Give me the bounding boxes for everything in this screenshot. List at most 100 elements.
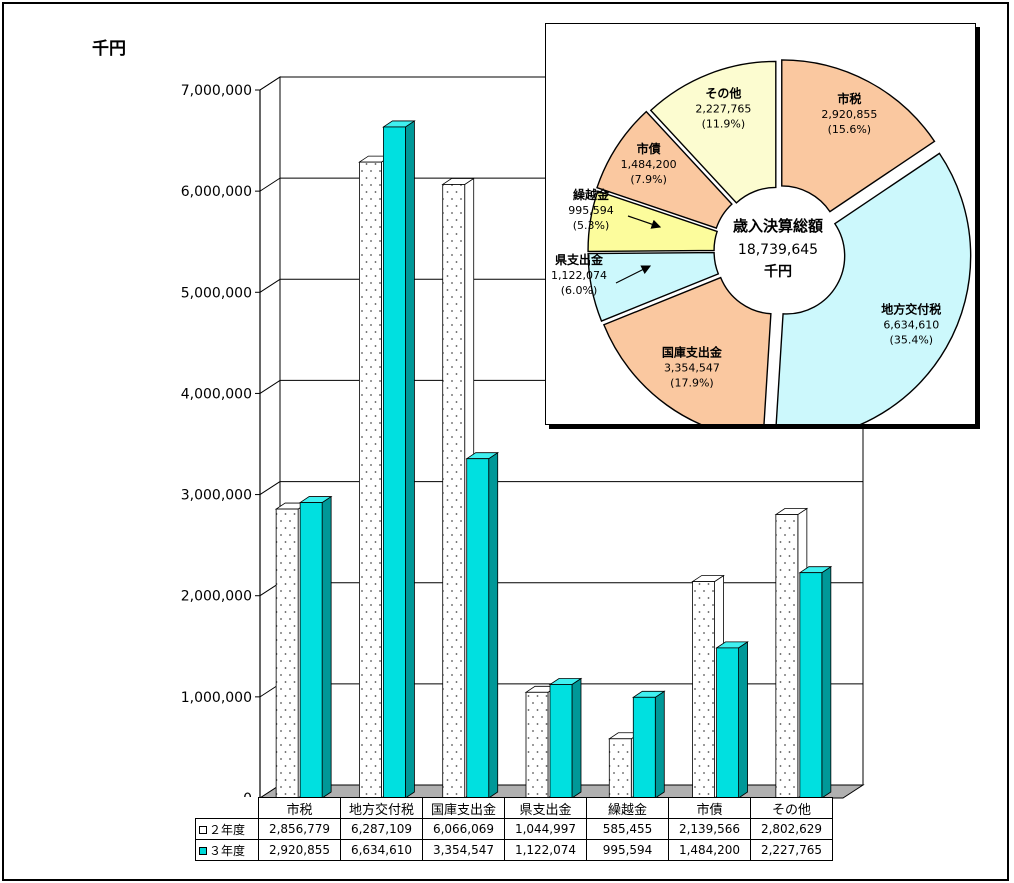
bar-県支出金-series-2 xyxy=(549,684,573,799)
series-1-legend: ２年度 xyxy=(195,818,259,840)
pie-label-市債: 市債 xyxy=(637,141,661,156)
pie-leader-県支出金 xyxy=(615,265,652,284)
pie-center-value: 18,739,645 xyxy=(738,242,818,258)
bar-市債-series-2 xyxy=(716,647,739,799)
category-label: 市債 xyxy=(668,797,751,819)
pie-pct-text-市債: (7.9%) xyxy=(630,173,667,186)
pie-chart-panel: 市税 2,920,855 (15.6%) 地方交付税 6,634,610 (35.4%) 国… xyxy=(545,23,976,425)
category-label: 地方交付税 xyxy=(340,797,423,819)
bar-地方交付税-series-2-side xyxy=(405,120,415,799)
pie-value-text-国庫支出金: 3,354,547 xyxy=(664,361,720,374)
pie-label-市税: 市税 xyxy=(837,91,861,106)
gridline-side xyxy=(259,177,281,192)
pie-slice-県支出金 xyxy=(587,251,720,322)
pie-chart: 市税 2,920,855 (15.6%) 地方交付税 6,634,610 (35.4%) 国… xyxy=(551,59,972,424)
pie-pct-text-県支出金: (6.0%) xyxy=(561,284,598,297)
pie-pct-text-国庫支出金: (17.9%) xyxy=(670,376,714,389)
bar-国庫支出金-series-2 xyxy=(466,458,490,799)
data-table-row-series-2: ３年度 2,920,855 6,634,610 3,354,547 1,122,074… xyxy=(195,839,833,861)
y-tick-label: 5,000,000 xyxy=(181,285,252,301)
pie-leader-繰越金 xyxy=(627,215,662,229)
pie-labels: 市税 2,920,855 (15.6%) 地方交付税 6,634,610 (35.4%) 国… xyxy=(551,86,941,390)
bar-国庫支出金-series-1 xyxy=(442,184,466,799)
category-label: 繰越金 xyxy=(586,797,669,819)
data-label-series-2: 2,920,855 xyxy=(258,839,341,861)
y-axis-unit-label: 千円 xyxy=(92,39,126,59)
bar-県支出金-series-2-side xyxy=(571,677,582,799)
bar-繰越金-series-1 xyxy=(608,738,632,799)
y-tick-label: 7,000,000 xyxy=(181,83,252,99)
y-tick-label: 4,000,000 xyxy=(181,386,252,402)
bar-その他-series-2-side xyxy=(821,565,832,799)
y-tick-label: 2,000,000 xyxy=(181,589,252,605)
gridline-side xyxy=(259,380,281,394)
pie-pct-text-地方交付税: (35.4%) xyxy=(890,333,934,346)
series-2-name: ３年度 xyxy=(209,843,246,858)
bar-地方交付税-series-1 xyxy=(359,161,382,799)
pie-slice-国庫支出金 xyxy=(602,276,772,424)
bar-chart-y-ticks: 01,000,0002,000,0003,000,0004,000,0005,0… xyxy=(181,83,261,807)
pie-slice-市税 xyxy=(781,59,936,213)
data-table-corner xyxy=(196,798,259,819)
data-label-series-1: 2,802,629 xyxy=(750,818,833,840)
bar-県支出金-series-1 xyxy=(525,691,549,799)
data-table-row-series-1: ２年度 2,856,779 6,287,109 6,066,069 1,044,997… xyxy=(195,818,833,840)
category-label: 県支出金 xyxy=(504,797,587,819)
pie-slice-地方交付税 xyxy=(775,152,972,424)
pie-slice-その他 xyxy=(649,60,777,204)
bar-その他-series-1 xyxy=(775,514,799,799)
bar-国庫支出金-series-2-side xyxy=(488,451,499,799)
data-label-series-2: 3,354,547 xyxy=(422,839,505,861)
gridline-side xyxy=(259,481,281,495)
data-label-series-1: 585,455 xyxy=(586,818,669,840)
data-label-series-1: 6,066,069 xyxy=(422,818,505,840)
pie-slice-市債 xyxy=(596,110,733,229)
pie-value-text-県支出金: 1,122,074 xyxy=(551,269,607,282)
data-table: 市税 地方交付税 国庫支出金 県支出金 繰越金 市債 その他 ２年度 2,856,779 6,… xyxy=(195,797,833,861)
pie-pct-text-その他: (11.9%) xyxy=(702,118,746,131)
data-label-series-1: 2,139,566 xyxy=(668,818,751,840)
data-label-series-1: 2,856,779 xyxy=(258,818,341,840)
data-label-series-2: 2,227,765 xyxy=(750,839,833,861)
pie-center-title: 歳入決算総額 xyxy=(733,217,823,235)
pie-value-text-繰越金: 995,594 xyxy=(568,204,614,217)
bar-地方交付税-series-2 xyxy=(383,126,406,799)
pie-center-unit: 千円 xyxy=(764,263,792,280)
bar-繰越金-series-2 xyxy=(632,696,656,799)
data-table-header-row: 市税 地方交付税 国庫支出金 県支出金 繰越金 市債 その他 xyxy=(196,797,833,819)
y-tick-label: 1,000,000 xyxy=(181,690,252,706)
pie-label-国庫支出金: 国庫支出金 xyxy=(662,344,723,359)
data-label-series-2: 995,594 xyxy=(586,839,669,861)
category-label: 国庫支出金 xyxy=(422,797,505,819)
data-label-series-1: 6,287,109 xyxy=(340,818,423,840)
bar-繰越金-series-2-side xyxy=(654,690,665,799)
series-2-legend: ３年度 xyxy=(195,839,259,861)
data-label-series-2: 1,122,074 xyxy=(504,839,587,861)
y-tick-label: 6,000,000 xyxy=(181,184,252,200)
bar-市税-series-2 xyxy=(299,502,323,799)
gridline-side xyxy=(259,278,281,293)
y-tick-label: 3,000,000 xyxy=(181,488,252,504)
series-2-swatch xyxy=(199,847,207,855)
series-1-swatch xyxy=(199,826,207,834)
pie-label-繰越金: 繰越金 xyxy=(573,187,610,202)
pie-value-text-地方交付税: 6,634,610 xyxy=(883,318,939,331)
pie-value-text-市債: 1,484,200 xyxy=(621,158,677,171)
data-label-series-2: 6,634,610 xyxy=(340,839,423,861)
pie-label-その他: その他 xyxy=(705,86,741,101)
pie-value-text-その他: 2,227,765 xyxy=(695,103,751,116)
category-label: その他 xyxy=(750,797,833,819)
gridline-side xyxy=(259,76,281,91)
bar-市税-series-1 xyxy=(275,508,299,799)
series-1-name: ２年度 xyxy=(209,822,246,837)
pie-pct-text-繰越金: (5.3%) xyxy=(573,219,610,232)
bar-市債-series-1 xyxy=(692,581,715,799)
category-label: 市税 xyxy=(258,797,341,819)
data-label-series-1: 1,044,997 xyxy=(504,818,587,840)
pie-pct-text-市税: (15.6%) xyxy=(828,123,872,136)
bar-chart-bars xyxy=(274,120,833,799)
bar-市税-series-2-side xyxy=(321,495,332,799)
pie-label-県支出金: 県支出金 xyxy=(555,252,604,267)
pie-label-地方交付税: 地方交付税 xyxy=(881,301,941,316)
data-label-series-2: 1,484,200 xyxy=(668,839,751,861)
